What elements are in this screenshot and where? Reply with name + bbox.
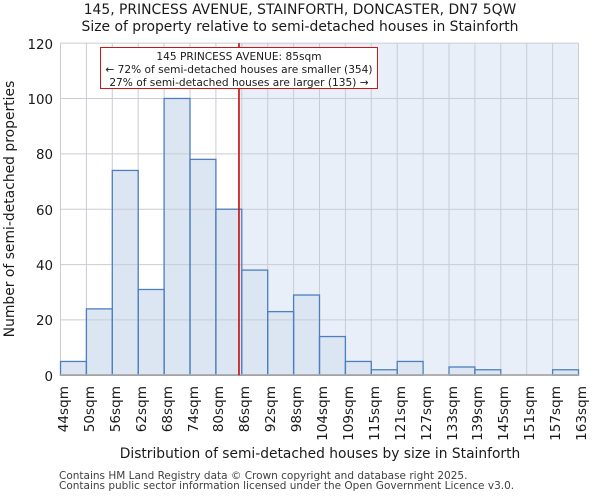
x-tick-label-139sqm: 139sqm [470,386,487,442]
x-tick-label-133sqm: 133sqm [444,386,461,442]
bar-115sqm [371,369,398,376]
bar-98sqm [293,295,320,376]
x-tick-label-151sqm: 151sqm [522,386,539,442]
bar-133sqm [449,366,475,376]
x-tick-label-68sqm: 68sqm [159,386,176,433]
bar-44sqm [60,361,87,376]
bar-139sqm [474,369,501,376]
bar-62sqm [138,289,165,376]
y-tick-label-20: 20 [35,314,53,330]
x-tick-label-50sqm: 50sqm [81,386,98,433]
x-tick-label-80sqm: 80sqm [211,386,228,433]
bar-109sqm [345,361,372,376]
x-tick-label-157sqm: 157sqm [548,386,565,442]
footer-attribution-line2: Contains public sector information licen… [59,480,515,493]
x-tick-label-121sqm: 121sqm [392,386,409,442]
bar-56sqm [112,170,139,376]
x-tick-label-104sqm: 104sqm [315,386,331,442]
bar-80sqm [215,209,242,376]
x-tick-label-56sqm: 56sqm [107,386,124,433]
bar-157sqm [552,369,579,376]
x-tick-label-74sqm: 74sqm [185,386,202,433]
y-tick-label-80: 80 [35,148,53,164]
x-tick-label-92sqm: 92sqm [263,386,280,433]
bar-104sqm [319,336,346,376]
x-tick-label-127sqm: 127sqm [418,386,435,442]
bar-121sqm [397,361,424,376]
bar-68sqm [164,98,190,376]
x-tick-label-163sqm: 163sqm [574,386,590,442]
bar-50sqm [86,308,113,376]
x-tick-label-145sqm: 145sqm [496,386,513,442]
bar-86sqm [241,270,268,376]
x-tick-label-86sqm: 86sqm [237,386,254,433]
footer-attribution-line1: Contains HM Land Registry data © Crown c… [59,470,468,482]
x-tick-label-115sqm: 115sqm [366,386,383,442]
y-tick-label-60: 60 [35,203,53,219]
y-tick-label-40: 40 [35,259,53,275]
x-tick-label-62sqm: 62sqm [133,386,150,433]
bar-74sqm [190,159,216,376]
annotation-smaller-line: ← 72% of semi-detached houses are smalle… [105,64,373,77]
x-tick-label-44sqm: 44sqm [56,386,72,433]
annotation-larger-line: 27% of semi-detached houses are larger (… [109,76,369,89]
x-tick-label-109sqm: 109sqm [340,386,357,442]
annotation-box: 145 PRINCESS AVENUE: 85sqm ← 72% of semi… [99,47,379,89]
x-tick-label-98sqm: 98sqm [289,386,306,433]
chart-title: 145, PRINCESS AVENUE, STAINFORTH, DONCAS… [83,2,517,18]
annotation-title: 145 PRINCESS AVENUE: 85sqm [156,51,322,64]
y-tick-label-120: 120 [27,37,53,53]
y-tick-label-100: 100 [27,92,53,108]
x-axis-label: Distribution of semi-detached houses by … [119,446,521,462]
y-tick-label-0: 0 [44,369,53,385]
chart-subtitle: Size of property relative to semi-detach… [81,18,519,35]
bar-92sqm [267,311,294,376]
